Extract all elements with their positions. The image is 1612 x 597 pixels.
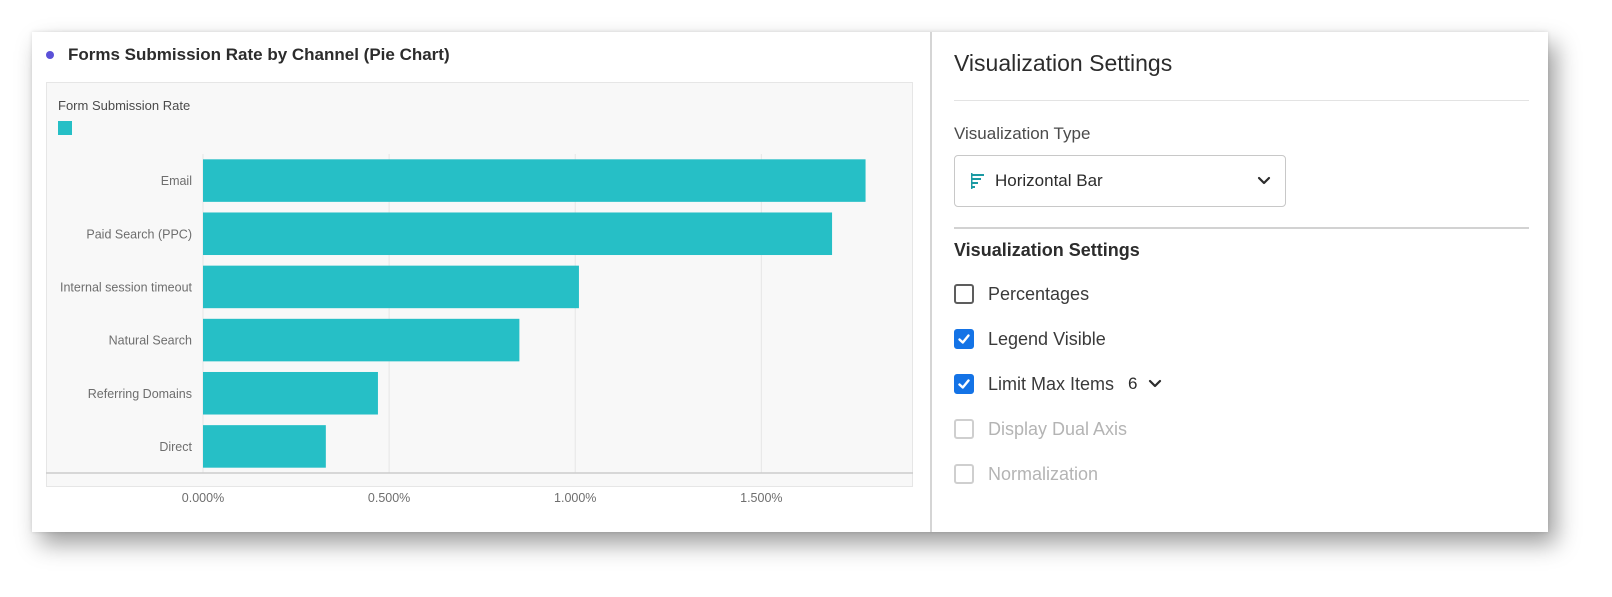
visualization-type-label: Visualization Type xyxy=(954,124,1091,143)
settings-panel: Visualization Settings Visualization Typ… xyxy=(930,32,1548,532)
checkmark-icon xyxy=(958,379,970,389)
bar[interactable] xyxy=(203,265,579,309)
chart-panel: Forms Submission Rate by Channel (Pie Ch… xyxy=(32,32,930,532)
category-label: Referring Domains xyxy=(88,387,192,401)
panel-dot-icon xyxy=(46,51,54,59)
x-tick-label: 1.500% xyxy=(740,491,782,505)
x-tick-label: 1.000% xyxy=(554,491,596,505)
settings-title: Visualization Settings xyxy=(954,50,1173,76)
title-divider xyxy=(954,100,1529,101)
dual-axis-option: Display Dual Axis xyxy=(954,417,1127,441)
max-items-value[interactable]: 6 xyxy=(1128,374,1138,393)
settings-section-title: Visualization Settings xyxy=(954,240,1140,260)
panel-header: Forms Submission Rate by Channel (Pie Ch… xyxy=(46,44,450,66)
legend-visible-checkbox[interactable] xyxy=(954,329,974,349)
bar[interactable] xyxy=(203,212,833,256)
legend-title: Form Submission Rate xyxy=(58,98,191,113)
x-tick-label: 0.500% xyxy=(368,491,410,505)
visualization-type-select[interactable]: Horizontal Bar xyxy=(954,155,1286,207)
checkmark-icon xyxy=(958,334,970,344)
dual-axis-checkbox xyxy=(954,419,974,439)
category-label: Natural Search xyxy=(109,334,192,348)
chevron-down-icon[interactable] xyxy=(1148,377,1162,391)
chevron-down-icon xyxy=(1257,176,1271,185)
percentages-label[interactable]: Percentages xyxy=(988,283,1090,304)
visualization-type-value: Horizontal Bar xyxy=(995,171,1103,190)
bar[interactable] xyxy=(203,371,378,415)
dual-axis-label: Display Dual Axis xyxy=(988,418,1128,439)
section-divider xyxy=(954,227,1529,229)
category-label: Email xyxy=(161,174,192,188)
normalization-checkbox xyxy=(954,464,974,484)
legend-swatch[interactable] xyxy=(58,121,72,135)
percentages-checkbox[interactable] xyxy=(954,284,974,304)
limit-max-items-option[interactable]: Limit Max Items 6 xyxy=(954,372,1162,396)
visualization-window: Forms Submission Rate by Channel (Pie Ch… xyxy=(32,32,1548,532)
normalization-label: Normalization xyxy=(988,463,1099,484)
limit-max-items-label[interactable]: Limit Max Items xyxy=(988,373,1115,394)
bar-chart: 0.000% 0.500% 1.000% 1.500% Email Paid Search… xyxy=(46,154,913,505)
horizontal-bar-icon xyxy=(971,173,984,189)
limit-max-items-checkbox[interactable] xyxy=(954,374,974,394)
legend-visible-label[interactable]: Legend Visible xyxy=(988,328,1106,349)
bar[interactable] xyxy=(203,425,326,468)
category-label: Internal session timeout xyxy=(60,280,193,294)
bar[interactable] xyxy=(203,318,520,362)
category-label: Direct xyxy=(159,440,192,454)
category-label: Paid Search (PPC) xyxy=(86,227,192,241)
bar[interactable] xyxy=(203,159,866,202)
x-tick-label: 0.000% xyxy=(182,491,224,505)
legend-visible-option[interactable]: Legend Visible xyxy=(954,327,1106,351)
percentages-option[interactable]: Percentages xyxy=(954,282,1089,306)
panel-title[interactable]: Forms Submission Rate by Channel (Pie Ch… xyxy=(68,45,450,64)
normalization-option: Normalization xyxy=(954,462,1098,486)
